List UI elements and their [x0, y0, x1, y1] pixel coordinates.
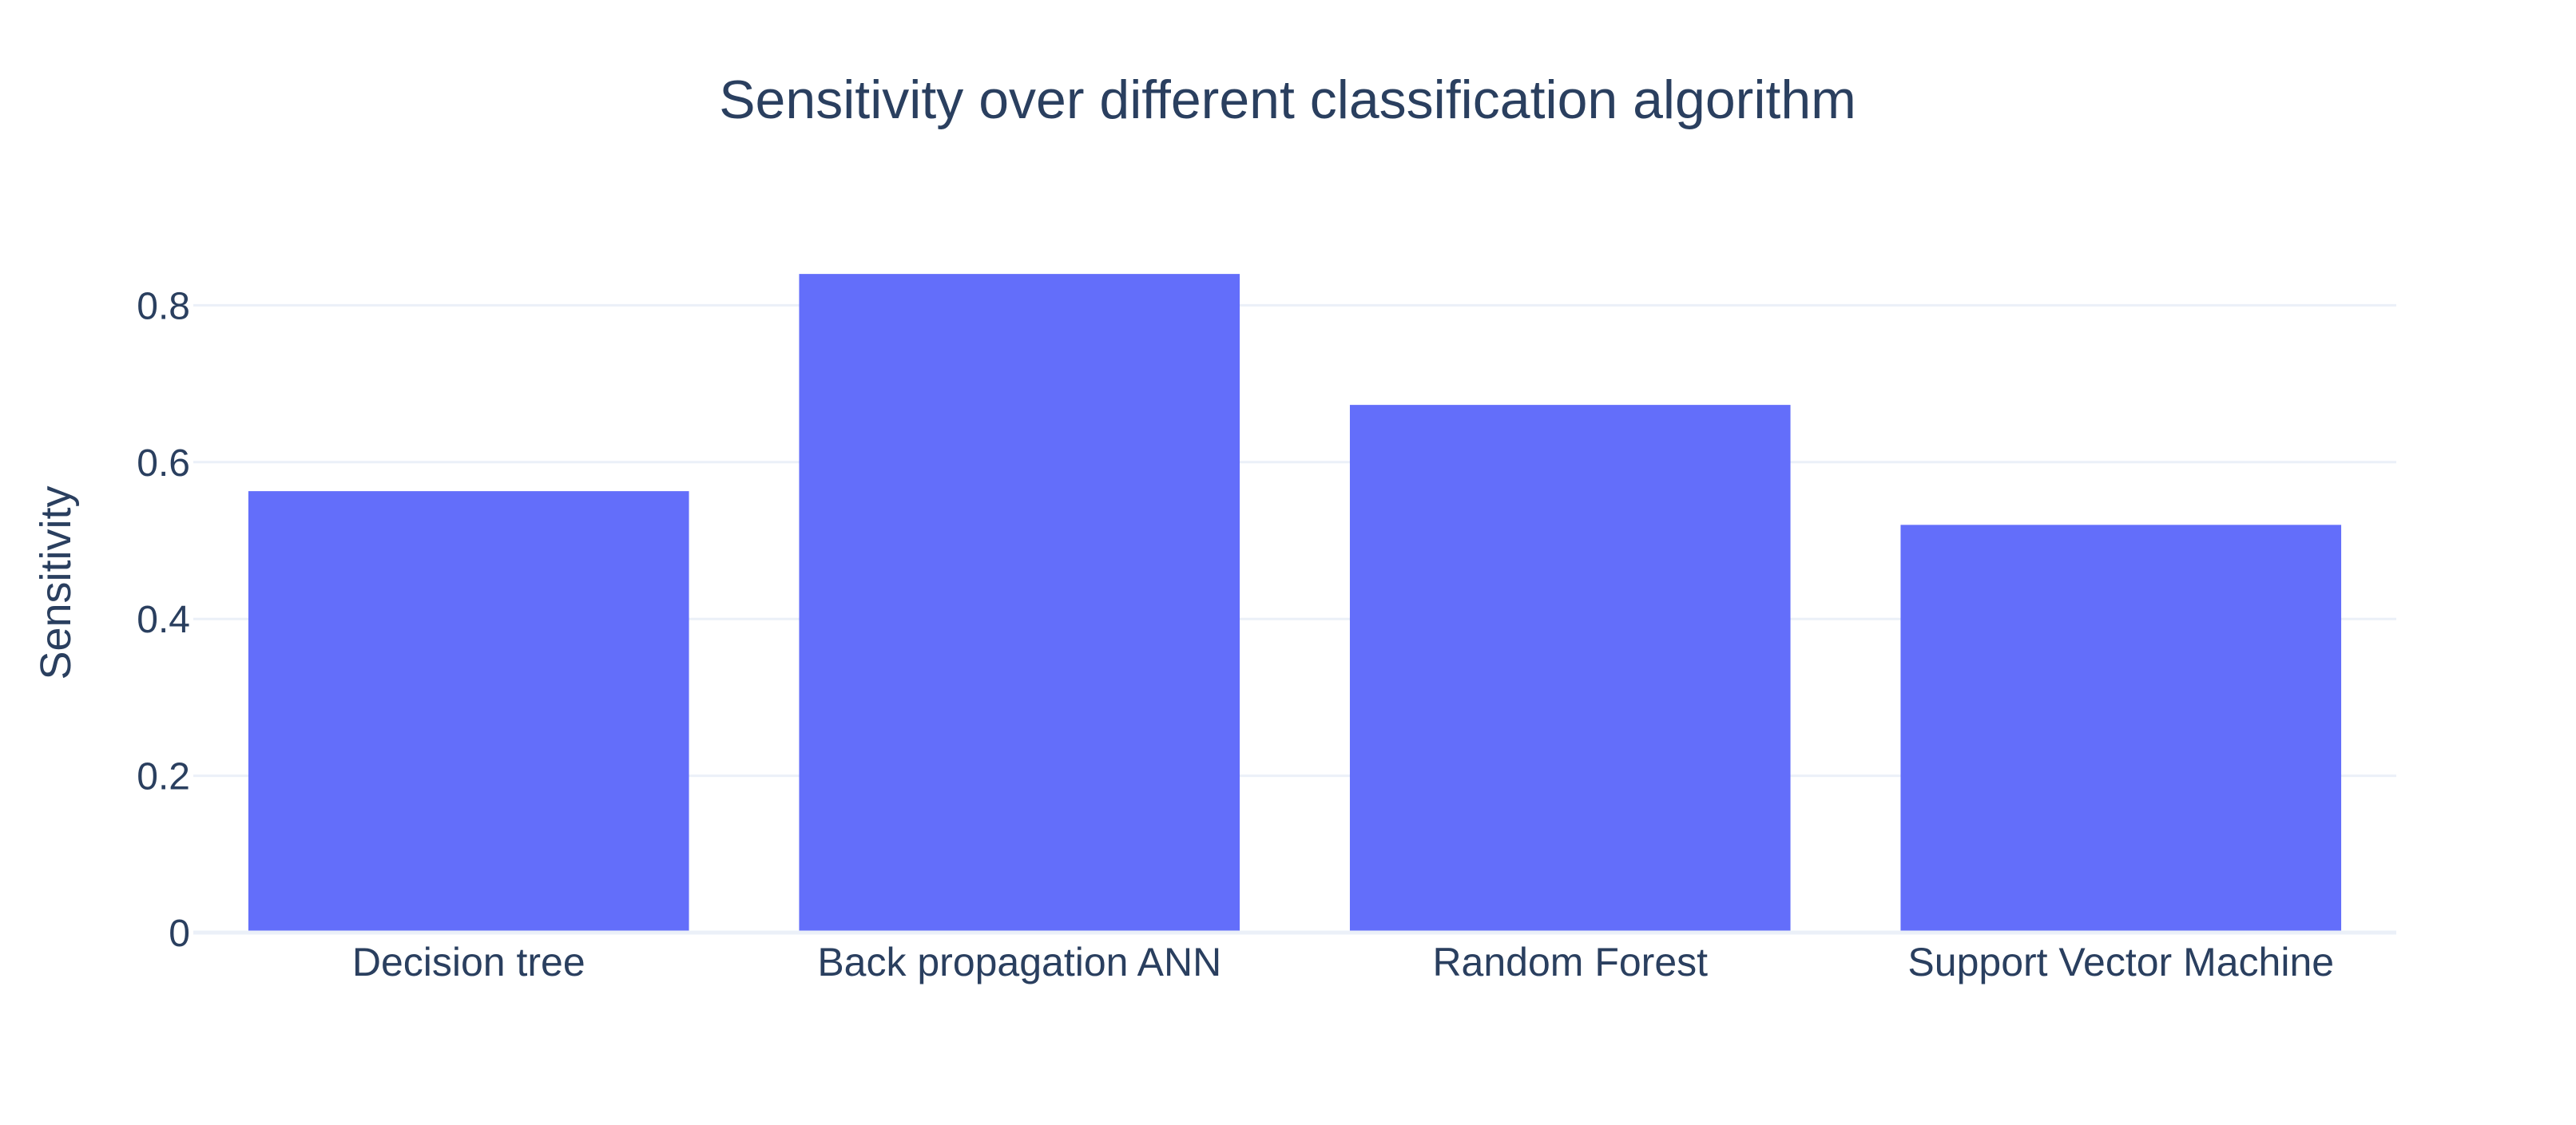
y-axis-label: Sensitivity — [32, 485, 80, 679]
bar — [1349, 405, 1791, 933]
chart-title: Sensitivity over different classificatio… — [719, 69, 1856, 130]
axes: 0 0.2 0.4 0.6 0.8 Decision tree Back propagati… — [137, 285, 2396, 984]
x-tick-label: Support Vector Machine — [1907, 940, 2334, 984]
y-tick-label: 0.8 — [137, 285, 190, 327]
bar — [1900, 525, 2342, 933]
y-tick-label: 0.4 — [137, 599, 190, 641]
y-tick-label: 0.6 — [137, 442, 190, 485]
x-tick-label: Back propagation ANN — [817, 940, 1221, 984]
bar — [799, 274, 1240, 933]
y-tick-label: 0.2 — [137, 756, 190, 798]
bars — [248, 274, 2342, 933]
bar — [248, 491, 689, 933]
y-tick-label: 0 — [169, 913, 190, 955]
x-tick-label: Decision tree — [352, 940, 585, 984]
x-tick-label: Random Forest — [1432, 940, 1708, 984]
